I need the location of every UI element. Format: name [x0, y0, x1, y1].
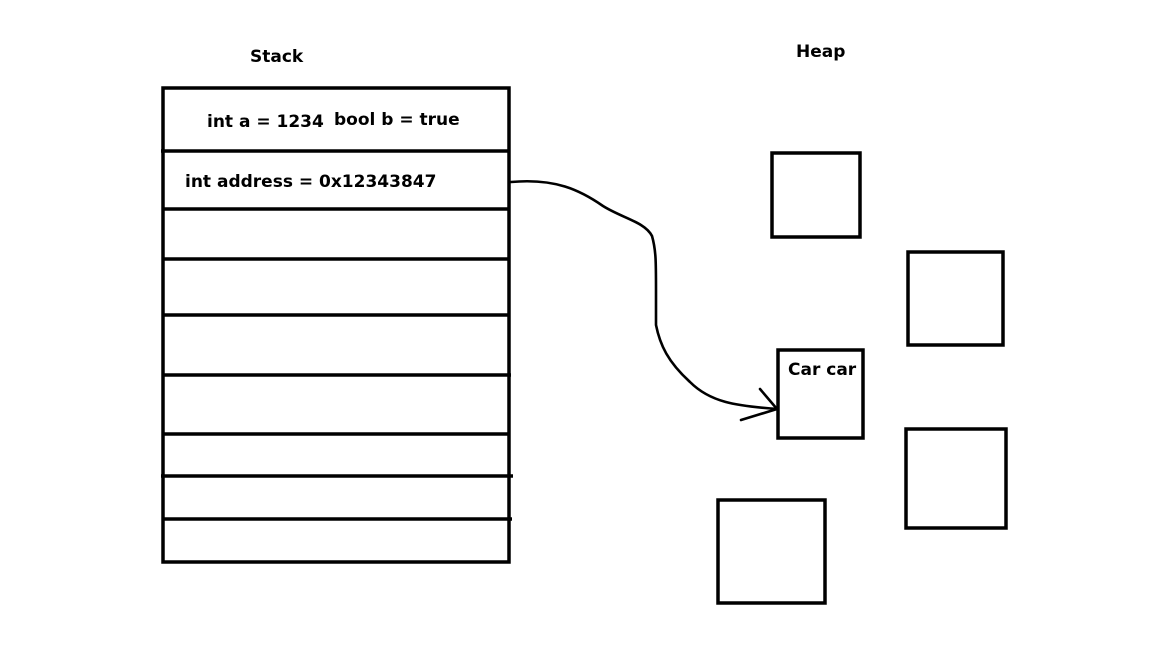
- stack-var-int-a: int a = 1234: [207, 112, 324, 132]
- stack-outline: [161, 86, 511, 564]
- heap-block: [770, 151, 862, 239]
- stack-var-bool-b: bool b = true: [334, 110, 460, 130]
- heap-title: Heap: [796, 42, 845, 62]
- heap-block-car: [776, 348, 865, 440]
- heap-object-label: Car car: [788, 360, 857, 380]
- stack-var-address: int address = 0x12343847: [185, 172, 436, 192]
- heap-block: [906, 250, 1005, 347]
- arrow-head-icon: [739, 387, 779, 422]
- stack-column: int a = 1234 bool b = true int address =…: [161, 86, 513, 564]
- pointer-arrow: [509, 179, 780, 411]
- heap-block: [716, 498, 827, 605]
- stack-title: Stack: [250, 47, 304, 67]
- heap-block: [904, 427, 1008, 530]
- heap-area: Car car: [716, 151, 1008, 605]
